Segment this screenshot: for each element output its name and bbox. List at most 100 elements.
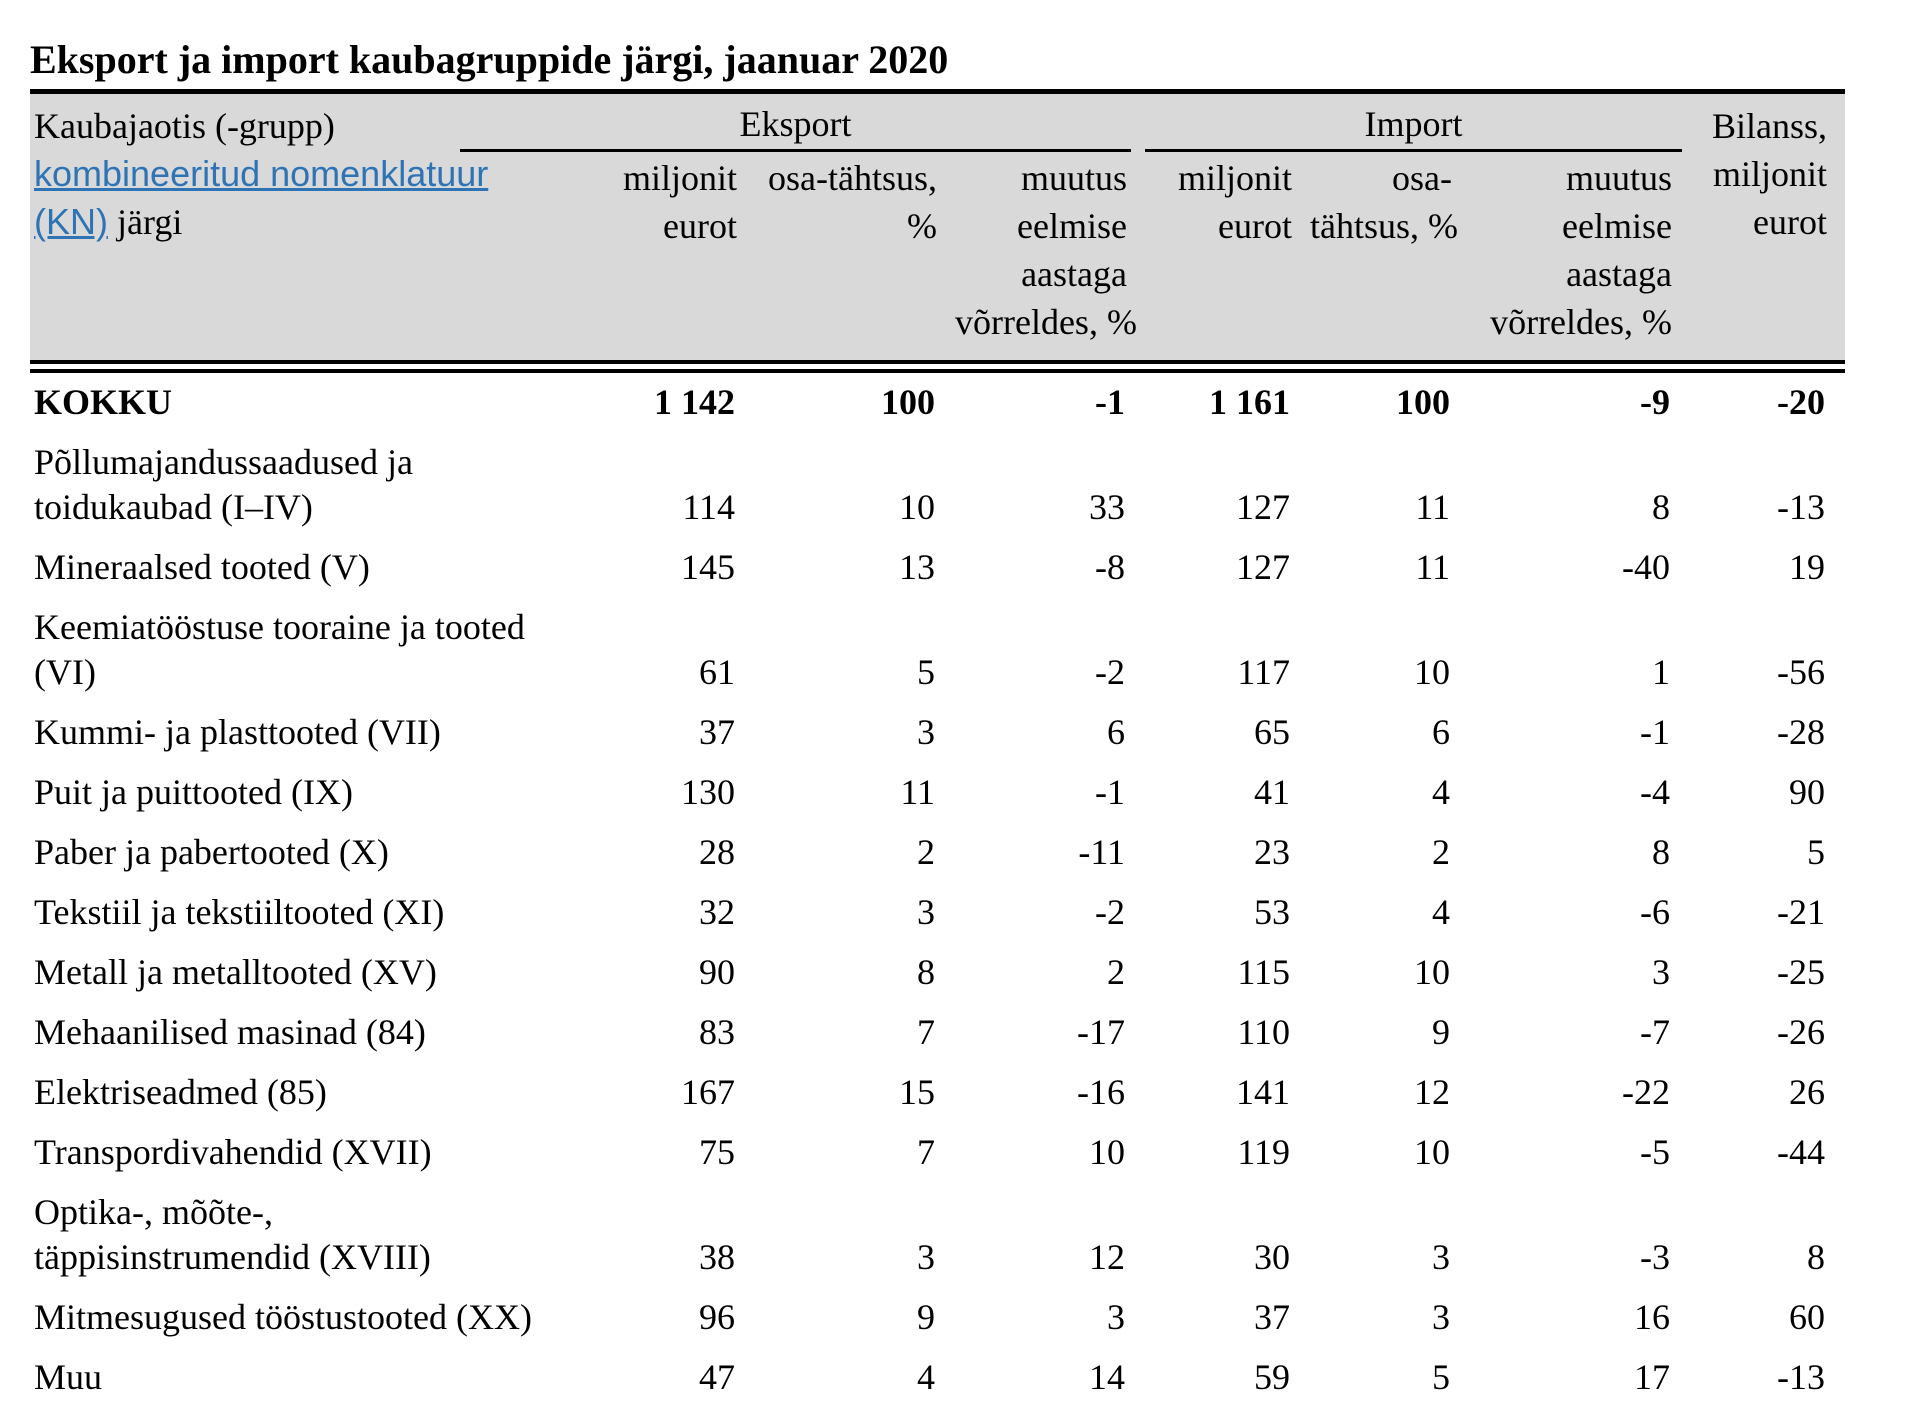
- row-value: 19: [1789, 547, 1825, 587]
- table-row: Mehaanilised masinad (84) 83 7 -17 110 9 -7 -26: [30, 1003, 1845, 1063]
- row-value: 6: [1107, 712, 1125, 752]
- column-header-import-miljonit: miljonit eurot: [1177, 158, 1292, 246]
- row-value: 26: [1789, 1072, 1825, 1112]
- row-value: -56: [1777, 652, 1825, 692]
- column-header-import-osatahtsus: osa- tähtsus, %: [1310, 158, 1458, 246]
- row-label: Puit ja puittooted (IX): [34, 772, 353, 812]
- row-label: Elektriseadmed (85): [34, 1072, 327, 1112]
- row-value: -13: [1777, 487, 1825, 527]
- row-value: 90: [699, 952, 735, 992]
- row-value: 4: [1432, 772, 1450, 812]
- kn-nomenclature-link[interactable]: kombineeritud nomenklatuur (KN): [34, 153, 489, 242]
- row-label: Keemiatööstuse tooraine ja tooted (VI): [34, 607, 525, 692]
- row-value: 7: [917, 1132, 935, 1172]
- row-value: 10: [1414, 952, 1450, 992]
- row-value: -2: [1095, 892, 1125, 932]
- row-value: 8: [1652, 832, 1670, 872]
- row-value: 28: [699, 832, 735, 872]
- row-value: 7: [917, 1012, 935, 1052]
- row-value: 11: [1415, 487, 1450, 527]
- row-label: Põllumajandussaadused ja toidukaubad (I–…: [34, 442, 413, 527]
- row-value: -8: [1095, 547, 1125, 587]
- row-value: 11: [1415, 547, 1450, 587]
- row-value: 3: [1432, 1237, 1450, 1277]
- row-value: 37: [1254, 1297, 1290, 1337]
- row-value: 3: [917, 712, 935, 752]
- row-value: 1 161: [1209, 382, 1290, 422]
- row-value: 12: [1414, 1072, 1450, 1112]
- row-label: Kummi- ja plasttooted (VII): [34, 712, 441, 752]
- row-value: 114: [682, 487, 735, 527]
- row-label: Mehaanilised masinad (84): [34, 1012, 426, 1052]
- table-body: KOKKU 1 142 100 -1 1 161 100 -9 -20 Põllumajandu…: [30, 373, 1845, 1404]
- row-value: 3: [917, 1237, 935, 1277]
- row-value: -1: [1640, 712, 1670, 752]
- row-value: 2: [1432, 832, 1450, 872]
- row-value: -26: [1777, 1012, 1825, 1052]
- row-value: -21: [1777, 892, 1825, 932]
- row-value: 127: [1236, 487, 1290, 527]
- row-value: 115: [1237, 952, 1290, 992]
- row-value: -16: [1077, 1072, 1125, 1112]
- column-header-eksport-osatahtsus: osa-tähtsus, %: [768, 158, 937, 246]
- row-value: 10: [1414, 652, 1450, 692]
- row-value: 2: [917, 832, 935, 872]
- row-value: 119: [1237, 1132, 1290, 1172]
- row-value: -3: [1640, 1237, 1670, 1277]
- row-value: -9: [1640, 382, 1670, 422]
- row-value: 23: [1254, 832, 1290, 872]
- header-body-divider: [30, 360, 1845, 373]
- row-label: Transpordivahendid (XVII): [34, 1132, 432, 1172]
- row-value: 38: [699, 1237, 735, 1277]
- row-label: Metall ja metalltooted (XV): [34, 952, 437, 992]
- row-value: 37: [699, 712, 735, 752]
- row-value: -20: [1777, 382, 1825, 422]
- row-value: 9: [917, 1297, 935, 1337]
- row-value: -25: [1777, 952, 1825, 992]
- group-header-import: Import: [1145, 94, 1690, 152]
- row-label: Muu: [34, 1357, 103, 1397]
- row-value: 65: [1254, 712, 1290, 752]
- row-value: -11: [1078, 832, 1125, 872]
- row-value: 130: [681, 772, 735, 812]
- table-row: Paber ja pabertooted (X) 28 2 -11 23 2 8 5: [30, 823, 1845, 883]
- row-label: Tekstiil ja tekstiiltooted (XI): [34, 892, 445, 932]
- row-value: -44: [1777, 1132, 1825, 1172]
- row-value: 53: [1254, 892, 1290, 932]
- row-value: 5: [917, 652, 935, 692]
- row-value: 47: [699, 1357, 735, 1397]
- table-row: Optika-, mõõte-, täppisinstrumendid (XVI…: [30, 1183, 1845, 1288]
- kaubajaotis-text: Kaubajaotis (-grupp): [34, 106, 335, 146]
- title-rule: [30, 89, 1845, 94]
- row-value: 30: [1254, 1237, 1290, 1277]
- table-row: Kummi- ja plasttooted (VII) 37 3 6 65 6 -1 -28: [30, 703, 1845, 763]
- row-value: 3: [1107, 1297, 1125, 1337]
- row-value: 8: [917, 952, 935, 992]
- row-label: Mitmesugused tööstustooted (XX): [34, 1297, 532, 1337]
- row-value: 83: [699, 1012, 735, 1052]
- table-row: Mineraalsed tooted (V) 145 13 -8 127 11 -40 19: [30, 538, 1845, 598]
- row-value: -13: [1777, 1357, 1825, 1397]
- row-value: -2: [1095, 652, 1125, 692]
- table-row: KOKKU 1 142 100 -1 1 161 100 -9 -20: [30, 373, 1845, 433]
- row-value: 141: [1236, 1072, 1290, 1112]
- row-value: 32: [699, 892, 735, 932]
- row-value: 1: [1652, 652, 1670, 692]
- row-value: -5: [1640, 1132, 1670, 1172]
- column-header-bilanss: Bilanss, miljonit eurot: [1711, 106, 1827, 242]
- row-value: 15: [899, 1072, 935, 1112]
- row-value: -6: [1640, 892, 1670, 932]
- row-value: 100: [881, 382, 935, 422]
- row-value: 10: [899, 487, 935, 527]
- row-value: -1: [1095, 772, 1125, 812]
- table-row: Transpordivahendid (XVII) 75 7 10 119 10 -5 -44: [30, 1123, 1845, 1183]
- row-value: 6: [1432, 712, 1450, 752]
- row-label: KOKKU: [34, 382, 173, 422]
- row-value: 10: [1089, 1132, 1125, 1172]
- jargi-text: järgi: [108, 202, 183, 242]
- row-value: 4: [1432, 892, 1450, 932]
- row-label: Mineraalsed tooted (V): [34, 547, 370, 587]
- table-header: Kaubajaotis (-grupp) kombineeritud nomen…: [30, 94, 1845, 360]
- table-row: Tekstiil ja tekstiiltooted (XI) 32 3 -2 53 4 -…: [30, 883, 1845, 943]
